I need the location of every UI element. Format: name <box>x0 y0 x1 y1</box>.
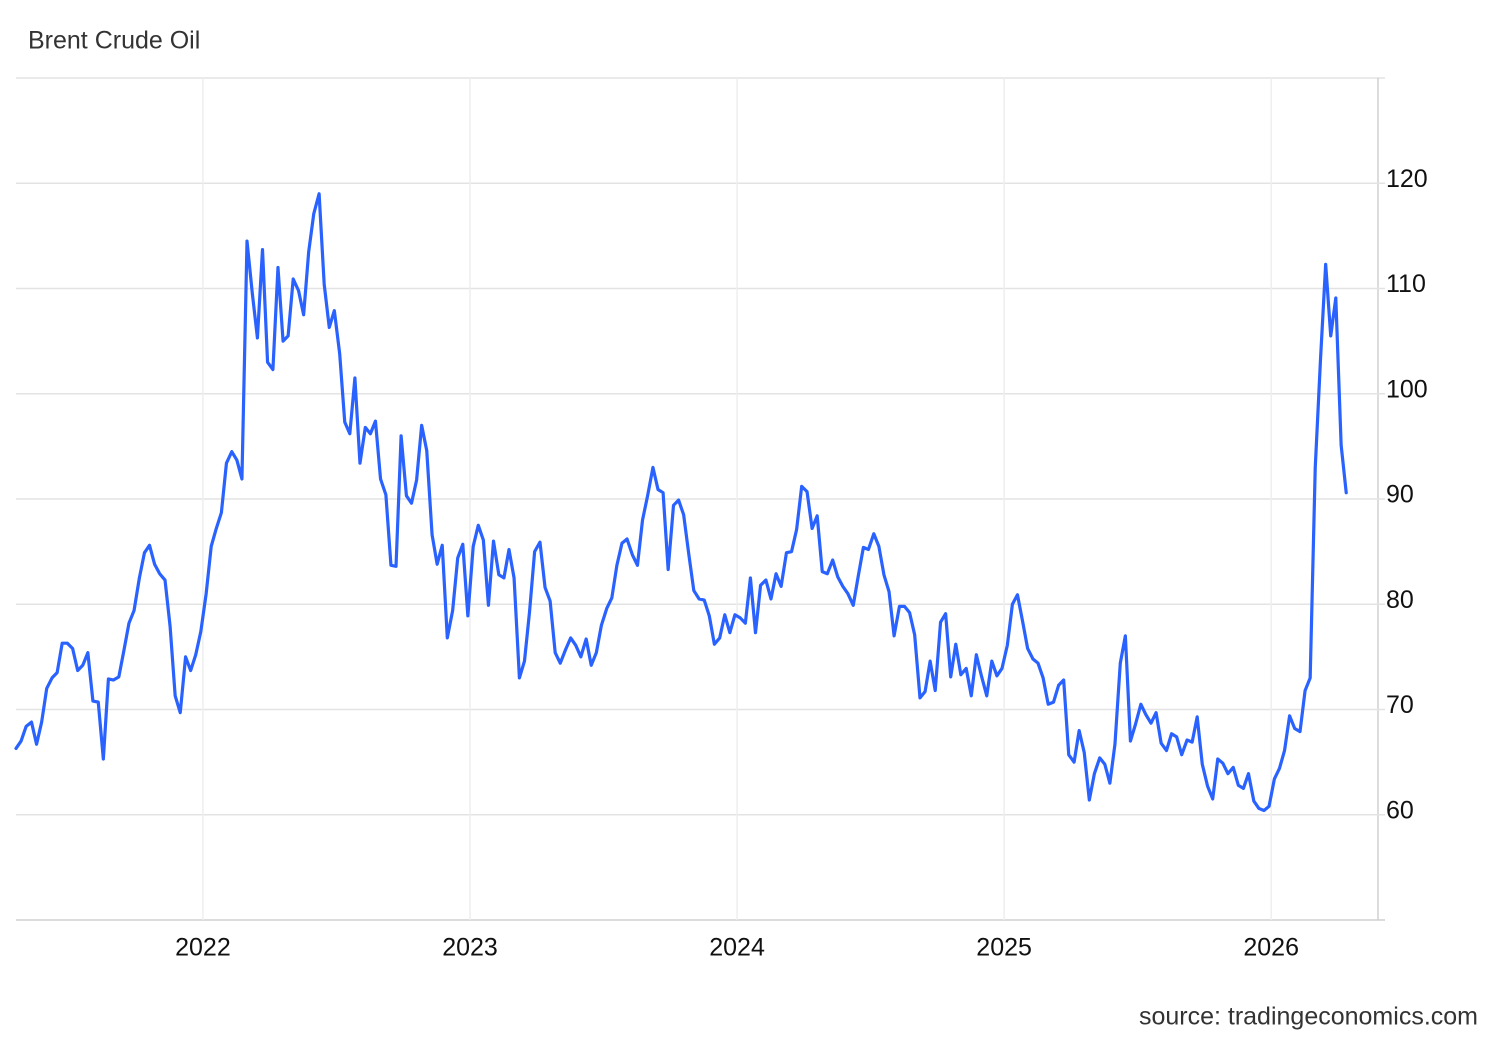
y-tick-label: 80 <box>1386 586 1414 614</box>
x-tick-label: 2026 <box>1243 934 1299 962</box>
y-tick-label: 60 <box>1386 796 1414 824</box>
x-tick-label: 2022 <box>175 934 231 962</box>
x-tick-label: 2024 <box>709 934 765 962</box>
y-tick-label: 70 <box>1386 691 1414 719</box>
y-tick-label: 110 <box>1386 270 1426 298</box>
y-tick-label: 120 <box>1386 165 1428 193</box>
x-tick-label: 2023 <box>442 934 498 962</box>
price-line <box>14 192 1348 813</box>
chart-title: Brent Crude Oil <box>28 27 200 55</box>
y-tick-label: 90 <box>1386 481 1414 509</box>
x-tick-label: 2025 <box>976 934 1032 962</box>
y-tick-label: 100 <box>1386 375 1428 403</box>
source-note: source: tradingeconomics.com <box>1139 1003 1478 1031</box>
